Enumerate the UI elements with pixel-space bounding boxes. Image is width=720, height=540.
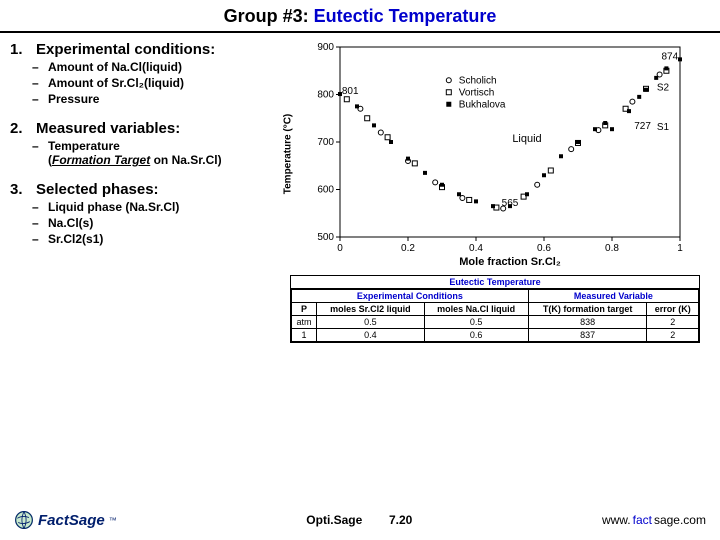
- table-row: 1 0.4 0.6 837 2: [292, 329, 699, 342]
- sec-title: Experimental conditions:: [36, 41, 215, 58]
- list-item: –Sr.Cl2(s1): [32, 232, 290, 246]
- group-header: Measured Variable: [528, 290, 698, 303]
- sec-title: Selected phases:: [36, 181, 159, 198]
- left-column: 1. Experimental conditions: –Amount of N…: [10, 39, 290, 343]
- item-text: Pressure: [48, 92, 99, 106]
- cell: 2: [647, 329, 699, 342]
- col-header: error (K): [647, 303, 699, 316]
- y-axis-label: Temperature (°C): [283, 114, 294, 195]
- svg-text:S1: S1: [657, 122, 670, 133]
- footer-url: www.factsage.com: [602, 513, 706, 527]
- svg-text:0: 0: [337, 243, 343, 254]
- svg-text:Bukhalova: Bukhalova: [459, 99, 506, 110]
- sec-title: Measured variables:: [36, 120, 180, 137]
- svg-text:0.8: 0.8: [605, 243, 619, 254]
- svg-text:900: 900: [317, 42, 334, 53]
- item-text: Liquid phase (Na.Sr.Cl): [48, 200, 179, 214]
- list-item: –Liquid phase (Na.Sr.Cl): [32, 200, 290, 214]
- title-prefix: Group #3:: [224, 6, 314, 26]
- table-row: P moles Sr.Cl2 liquid moles Na.Cl liquid…: [292, 303, 699, 316]
- logo: FactSage ™: [14, 510, 117, 530]
- svg-text:Mole fraction Sr.Cl₂: Mole fraction Sr.Cl₂: [459, 256, 561, 268]
- svg-text:874: 874: [661, 51, 678, 62]
- svg-text:S2: S2: [657, 83, 670, 94]
- right-column: Temperature (°C) 50060070080090000.20.40…: [290, 39, 710, 343]
- list-item: –Pressure: [32, 92, 290, 106]
- item-text: Amount of Sr.Cl₂(liquid): [48, 76, 184, 90]
- svg-text:700: 700: [317, 137, 334, 148]
- main-content: 1. Experimental conditions: –Amount of N…: [0, 33, 720, 343]
- cell: 2: [647, 316, 699, 329]
- svg-text:1: 1: [677, 243, 683, 254]
- item-text: Temperature (Formation Target on Na.Sr.C…: [48, 139, 222, 167]
- svg-text:Vortisch: Vortisch: [459, 87, 495, 98]
- url-part: sage.com: [654, 513, 706, 527]
- svg-text:727: 727: [634, 121, 651, 132]
- section-3: 3. Selected phases:: [10, 181, 290, 198]
- phase-diagram-chart: Temperature (°C) 50060070080090000.20.40…: [290, 39, 700, 269]
- item-text: Na.Cl(s): [48, 216, 93, 230]
- sec-num: 2.: [10, 120, 36, 137]
- svg-text:0.2: 0.2: [401, 243, 415, 254]
- svg-text:Liquid: Liquid: [512, 133, 541, 145]
- table-title: Eutectic Temperature: [291, 276, 699, 289]
- footer: FactSage ™ Opti.Sage 7.20 www.factsage.co…: [0, 510, 720, 530]
- col-header: moles Sr.Cl2 liquid: [317, 303, 424, 316]
- tm-mark: ™: [109, 516, 117, 525]
- cell: 837: [528, 329, 647, 342]
- cell: 1: [292, 329, 317, 342]
- list-item: –Amount of Sr.Cl₂(liquid): [32, 76, 290, 90]
- cell: 0.6: [424, 329, 528, 342]
- sec-num: 3.: [10, 181, 36, 198]
- list-item: –Na.Cl(s): [32, 216, 290, 230]
- item-text: Amount of Na.Cl(liquid): [48, 60, 182, 74]
- svg-text:800: 800: [317, 90, 334, 101]
- url-part: fact: [633, 513, 652, 527]
- table-row: Experimental Conditions Measured Variabl…: [292, 290, 699, 303]
- item-text: Sr.Cl2(s1): [48, 232, 103, 246]
- cell: 0.5: [317, 316, 424, 329]
- svg-text:600: 600: [317, 185, 334, 196]
- list-item: – Temperature (Formation Target on Na.Sr…: [32, 139, 290, 167]
- sec-num: 1.: [10, 41, 36, 58]
- table-grid: Experimental Conditions Measured Variabl…: [291, 289, 699, 342]
- globe-icon: [14, 510, 34, 530]
- svg-text:500: 500: [317, 232, 334, 243]
- item-main: Temperature: [48, 139, 120, 153]
- item-extra: (Formation Target on Na.Sr.Cl): [48, 153, 222, 167]
- svg-text:801: 801: [342, 86, 359, 97]
- svg-text:Scholich: Scholich: [459, 75, 497, 86]
- title-highlight: Eutectic Temperature: [314, 6, 497, 26]
- cell: 838: [528, 316, 647, 329]
- list-item: –Amount of Na.Cl(liquid): [32, 60, 290, 74]
- svg-text:565: 565: [502, 198, 519, 209]
- footer-center: Opti.Sage 7.20: [306, 513, 412, 527]
- slide-header: Group #3: Eutectic Temperature: [0, 0, 720, 33]
- svg-text:0.6: 0.6: [537, 243, 551, 254]
- section-1: 1. Experimental conditions:: [10, 41, 290, 58]
- svg-text:0.4: 0.4: [469, 243, 483, 254]
- col-header: T(K) formation target: [528, 303, 647, 316]
- col-header: P: [292, 303, 317, 316]
- table-row: atm 0.5 0.5 838 2: [292, 316, 699, 329]
- logo-text: FactSage: [38, 512, 105, 529]
- data-table: Eutectic Temperature Experimental Condit…: [290, 275, 700, 343]
- col-header: moles Na.Cl liquid: [424, 303, 528, 316]
- cell: 0.4: [317, 329, 424, 342]
- section-2: 2. Measured variables:: [10, 120, 290, 137]
- cell: 0.5: [424, 316, 528, 329]
- page-number: 7.20: [389, 513, 412, 527]
- cell: atm: [292, 316, 317, 329]
- product-name: Opti.Sage: [306, 513, 362, 527]
- chart-svg: 500 600 700 800 900 0 0.2 0.4 0.6 0.8 1 Mole fracti…: [290, 39, 700, 269]
- url-part: www.: [602, 513, 631, 527]
- group-header: Experimental Conditions: [292, 290, 529, 303]
